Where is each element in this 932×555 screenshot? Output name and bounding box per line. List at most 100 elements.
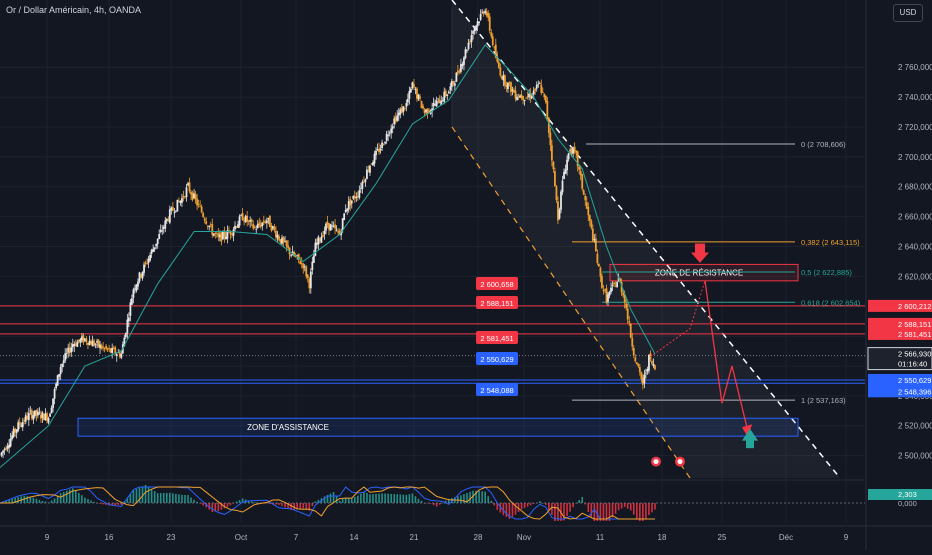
candle-body [453, 83, 456, 86]
macd-bar [62, 491, 65, 503]
candle-body [155, 243, 158, 247]
candle-body [87, 342, 89, 345]
candle-body [174, 210, 177, 212]
level-price-tag-label: 2 548,088 [480, 386, 513, 395]
candle-body [84, 338, 86, 341]
candle-body [648, 354, 650, 371]
candle-body [567, 153, 570, 160]
candle-body [311, 261, 314, 271]
candle-body [94, 344, 97, 346]
macd-bar [220, 503, 223, 510]
candle-body [9, 438, 12, 447]
candle-body [620, 282, 623, 293]
candle-body [497, 62, 500, 68]
candle-body [411, 82, 414, 88]
candle-body [276, 234, 279, 239]
candle-body [129, 302, 132, 316]
candle-body [97, 339, 100, 347]
candle-body [244, 215, 247, 222]
macd-bar [517, 503, 520, 512]
candle-body [49, 413, 51, 417]
candle-body [252, 223, 255, 229]
macd-bar [384, 493, 386, 503]
candle-body [171, 207, 174, 211]
macd-bar [217, 503, 220, 512]
macd-bar [578, 500, 580, 503]
x-tick-label: Nov [517, 533, 531, 542]
macd-bar [590, 503, 593, 518]
candle-body [235, 226, 238, 228]
candle-body [179, 200, 182, 203]
candle-body [218, 234, 221, 238]
candle-body [535, 84, 538, 89]
candle-body [120, 353, 123, 358]
candle-body [382, 144, 385, 146]
macd-bar [44, 501, 47, 503]
candle-body [317, 236, 320, 245]
candle-body [488, 16, 491, 31]
candle-body [409, 88, 412, 93]
level-price-tag: 2 581,451 [476, 331, 518, 344]
candle-body [267, 217, 270, 220]
macd-bar [451, 498, 453, 503]
macd-value-box [868, 489, 932, 500]
macd-bar [311, 503, 314, 507]
macd-bar [620, 503, 623, 509]
macd-bar [372, 494, 374, 503]
macd-bar [626, 503, 629, 509]
macd-bar [214, 503, 217, 512]
candle-body [470, 35, 473, 42]
candle-body [579, 171, 582, 176]
candle-body [79, 339, 82, 343]
fib-level-label: 0,5 (2 622,885) [801, 268, 852, 277]
candle-body [403, 107, 406, 109]
macd-bar [253, 502, 256, 503]
candle-body [502, 75, 505, 81]
x-tick-label: 16 [105, 533, 114, 542]
candle-body [478, 21, 481, 23]
candle-body [538, 83, 541, 84]
candle-body [544, 95, 547, 103]
macd-bar [87, 499, 89, 503]
currency-button[interactable]: USD [893, 4, 923, 22]
macd-bar [335, 496, 338, 503]
macd-bar [651, 503, 653, 513]
candle-body [531, 95, 534, 98]
candle-body [243, 220, 246, 222]
macd-bar [614, 503, 617, 514]
macd-bar [308, 503, 311, 511]
macd-bar [438, 503, 441, 505]
level-price-tag-box [476, 277, 518, 290]
candle-body [312, 255, 315, 263]
candle-body [626, 308, 629, 320]
candle-body [423, 109, 426, 113]
y-tick-label: 2 760,000 [898, 63, 932, 72]
candle-body [261, 222, 264, 226]
candle-body [100, 345, 103, 349]
candle-body [543, 93, 546, 98]
candle-body [88, 340, 91, 346]
candle-body [634, 357, 637, 362]
candle-body [264, 222, 267, 223]
candle-body [273, 227, 276, 230]
macd-bar [563, 503, 565, 521]
candle-body [507, 82, 509, 90]
macd-bar [360, 493, 362, 503]
candle-body [607, 294, 609, 302]
level-price-tag-label: 2 581,451 [480, 334, 513, 343]
macd-bar [602, 503, 605, 521]
macd-bar [593, 503, 596, 521]
candle-body [443, 91, 446, 102]
macd-bar [156, 493, 159, 503]
candle-body [143, 264, 145, 273]
candle-body [610, 287, 612, 293]
candle-body [541, 92, 544, 93]
candle-body [514, 90, 517, 99]
macd-bar [5, 501, 7, 503]
macd-bar [396, 494, 399, 503]
candle-body [59, 367, 62, 375]
candle-body [262, 220, 265, 223]
candle-body [82, 335, 85, 343]
